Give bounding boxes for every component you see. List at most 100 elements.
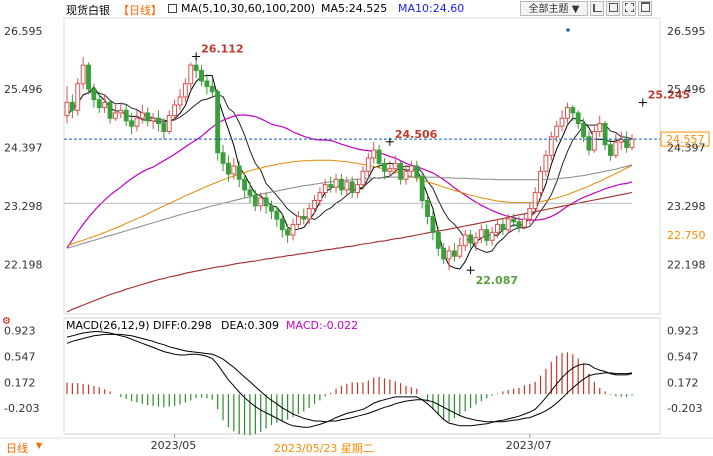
macd-tick-right: 0.547 — [667, 351, 699, 364]
candle-body — [451, 250, 457, 257]
candle-body — [199, 69, 204, 82]
instrument-name: 现货白银 — [66, 4, 110, 17]
candle-body — [242, 178, 248, 191]
candlesticks — [64, 56, 635, 271]
candle-body — [150, 117, 156, 122]
price-tick-right: 26.595 — [667, 25, 706, 38]
macd-tick-left: 0.923 — [4, 325, 36, 338]
candle-body — [376, 149, 382, 164]
fullscreen-button[interactable] — [622, 1, 636, 16]
candle-body — [209, 85, 215, 93]
candle-body — [511, 218, 517, 223]
bar-chart-icon — [592, 4, 602, 12]
candle-body — [495, 223, 500, 233]
candle-body — [344, 181, 350, 191]
candle-body — [548, 136, 554, 156]
window-icon — [640, 2, 650, 12]
x-tick-label: 2023/05 — [151, 439, 197, 452]
candle-body — [75, 83, 81, 111]
ma-line-ma200 — [66, 191, 633, 313]
candle-body — [274, 210, 280, 220]
candle-body — [435, 231, 441, 249]
candle-body — [290, 223, 296, 236]
axis-labels: 26.595 26.595 25.496 25.496 24.397 24.397 23.2… — [4, 25, 706, 452]
candle-body — [478, 229, 484, 239]
price-tick-left: 24.397 — [4, 142, 43, 155]
candle-body — [145, 112, 151, 122]
candle-body — [554, 125, 560, 138]
candle-body — [225, 162, 231, 175]
candle-body — [473, 237, 479, 244]
candle-body — [398, 162, 404, 180]
candle-body — [161, 123, 167, 132]
candle-body — [118, 109, 124, 114]
candle-body — [500, 223, 506, 231]
price-tick-right: 25.496 — [667, 83, 706, 96]
moving-average-lines — [66, 74, 633, 313]
candle-body — [236, 165, 242, 180]
candle-body — [575, 112, 581, 125]
candle-body — [597, 123, 603, 132]
extreme-price-label: 22.087 — [476, 274, 518, 287]
price-tick-right: 22.198 — [667, 258, 706, 271]
candle-body — [543, 154, 549, 172]
candle-body — [425, 200, 430, 217]
settings-icon[interactable]: ⚙ — [2, 316, 11, 327]
ma-line-ma30 — [66, 114, 633, 249]
candle-body — [129, 120, 135, 127]
candle-body — [139, 112, 145, 119]
candle-body — [419, 176, 425, 202]
macd-tick-left: 0.172 — [4, 376, 36, 389]
extreme-price-label: 26.112 — [201, 43, 243, 56]
candle-body — [156, 117, 161, 125]
candle-body — [177, 96, 183, 106]
macd-histogram-value: MACD:-0.022 — [286, 319, 359, 332]
candle-body — [285, 229, 291, 236]
candle-body — [295, 215, 301, 225]
candle-body — [328, 184, 334, 188]
candle-body — [69, 101, 75, 111]
candle-body — [112, 112, 118, 119]
candle-body — [430, 215, 436, 233]
candle-body — [220, 152, 226, 164]
macd-dif-line — [66, 331, 633, 428]
candle-body — [80, 64, 86, 85]
macd-dif-value: DIFF:0.298 — [153, 319, 212, 332]
candle-body — [317, 192, 323, 202]
macd-panel — [66, 331, 633, 436]
footer-period[interactable]: 日线 — [6, 442, 28, 455]
candle-body — [193, 64, 199, 71]
candle-body — [371, 149, 377, 159]
candle-body — [306, 207, 312, 220]
footer-dropdown-icon[interactable]: ▼ — [36, 441, 43, 450]
candle-body — [365, 157, 371, 172]
candle-body — [581, 123, 587, 138]
macd-tick-left: -0.203 — [4, 402, 39, 415]
theme-select[interactable]: 全部主题 ▼ — [520, 1, 588, 16]
price-tick-left: 22.198 — [4, 258, 43, 271]
indicator-button[interactable] — [606, 1, 620, 16]
candle-body — [349, 181, 355, 194]
candle-body — [172, 104, 178, 117]
candle-body — [387, 168, 393, 172]
candle-body — [624, 138, 630, 148]
candle-body — [91, 88, 97, 101]
current-price-box — [660, 131, 710, 147]
reference-price-label: 22.750 — [667, 229, 706, 242]
chart-type-button[interactable] — [590, 1, 604, 16]
candle-body — [166, 115, 172, 132]
indicator-icon — [608, 3, 618, 12]
window-button[interactable] — [638, 1, 652, 16]
macd-tick-right: 0.923 — [667, 325, 699, 338]
extreme-price-label: 24.506 — [395, 128, 438, 141]
candle-body — [312, 200, 317, 209]
ma-line-ma100 — [66, 164, 633, 249]
candle-body — [360, 170, 366, 186]
x-tick-label: 2023/07 — [506, 439, 552, 452]
period-tag: 【日线】 — [118, 4, 162, 17]
expand-icon — [624, 3, 634, 12]
candle-body — [608, 144, 613, 156]
chevron-down-icon: ▼ — [571, 4, 580, 15]
candle-body — [586, 136, 592, 151]
